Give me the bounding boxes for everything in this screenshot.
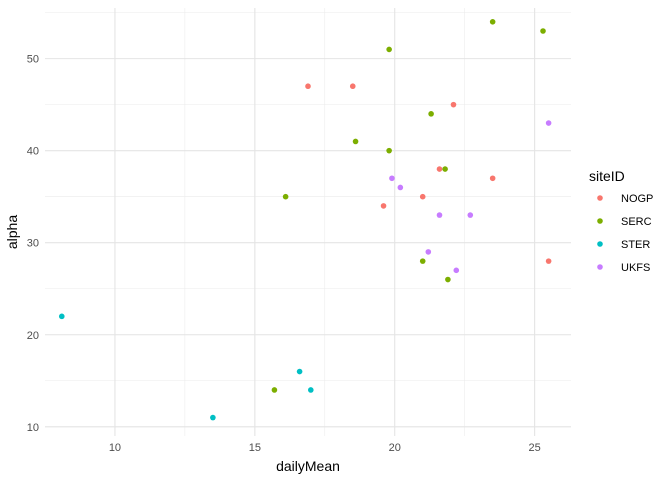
y-tick-label: 30 — [27, 238, 39, 250]
data-point-nogp — [380, 203, 387, 209]
data-point-nogp — [545, 258, 552, 264]
legend-key-serc — [597, 218, 603, 224]
data-point-nogp — [305, 83, 311, 90]
legend-label-serc: SERC — [621, 216, 652, 228]
data-point-nogp — [436, 166, 443, 172]
y-tick-label: 50 — [27, 54, 39, 66]
data-point-serc — [428, 111, 434, 117]
y-axis-title: alpha — [4, 215, 20, 249]
data-point-ukfs — [467, 212, 474, 218]
data-point-serc — [445, 276, 451, 283]
data-point-serc — [540, 28, 546, 34]
data-point-ukfs — [389, 175, 395, 182]
data-points — [58, 19, 552, 421]
data-point-ukfs — [425, 249, 432, 255]
x-tick-label: 25 — [529, 442, 541, 454]
data-point-serc — [386, 147, 392, 154]
data-point-ster — [307, 387, 314, 393]
x-tick-label: 15 — [249, 442, 261, 454]
y-tick-label: 40 — [27, 146, 39, 158]
x-tick-label: 20 — [389, 442, 401, 454]
data-point-ster — [296, 368, 303, 375]
x-tick-labels: 10 15 20 25 — [109, 442, 541, 454]
legend-key-nogp — [597, 195, 603, 201]
legend-key-ukfs — [597, 264, 603, 270]
legend-label-ster: STER — [621, 239, 650, 251]
y-tick-label: 20 — [27, 330, 39, 342]
x-axis-title: dailyMean — [276, 458, 340, 474]
y-tick-labels: 10 20 30 40 50 — [27, 54, 39, 434]
data-point-serc — [442, 166, 448, 172]
data-point-serc — [386, 46, 392, 53]
y-tick-label: 10 — [27, 422, 39, 434]
data-point-ster — [210, 414, 216, 421]
legend-title: siteID — [589, 168, 625, 184]
data-point-serc — [419, 258, 426, 264]
data-point-ukfs — [397, 184, 404, 191]
data-point-serc — [282, 193, 289, 200]
legend-key-ster — [597, 241, 603, 247]
data-point-serc — [352, 138, 359, 145]
data-point-nogp — [419, 193, 426, 200]
data-point-nogp — [489, 175, 496, 182]
legend: siteID NOGP SERC STER UKFS — [589, 168, 653, 274]
legend-label-nogp: NOGP — [621, 193, 653, 205]
data-point-serc — [489, 19, 496, 25]
grid-lines — [45, 8, 571, 436]
data-point-ukfs — [545, 120, 552, 126]
data-point-ukfs — [453, 267, 460, 274]
legend-label-ukfs: UKFS — [621, 262, 650, 274]
data-point-nogp — [349, 83, 356, 90]
x-tick-label: 10 — [109, 442, 121, 454]
data-point-ukfs — [436, 212, 443, 218]
data-point-ster — [58, 313, 65, 320]
data-point-nogp — [450, 101, 457, 108]
data-point-serc — [271, 387, 278, 393]
